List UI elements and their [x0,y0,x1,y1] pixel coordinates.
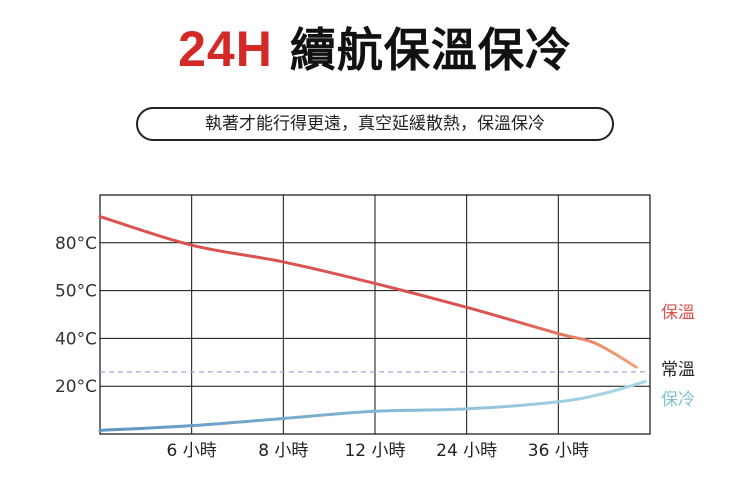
x-tick-label: 12 小時 [344,441,405,461]
series-label: 保溫 [661,303,695,323]
series-label: 保冷 [661,390,695,410]
title-number: 24H [178,21,273,77]
title-text: 續航保溫保冷 [289,23,572,77]
y-tick-label: 40°C [55,329,97,349]
x-tick-label: 6 小時 [167,441,217,461]
x-tick-label: 36 小時 [528,441,589,461]
x-tick-label: 8 小時 [258,441,308,461]
keep-cold-curve [98,379,647,432]
y-tick-label: 20°C [55,377,97,397]
subtitle-pill: 執著才能行得更遠，真空延緩散熱，保溫保冷 [136,107,614,141]
x-axis-ticks: 6 小時 8 小時 12 小時 24 小時 36 小時 [167,441,589,461]
y-axis-ticks: 80°C 50°C 40°C 20°C [55,234,97,397]
series-label: 常溫 [661,360,695,380]
page-title: 24H 續航保溫保冷 [0,14,750,80]
y-tick-label: 50°C [55,282,97,302]
x-tick-label: 24 小時 [436,441,497,461]
chart-grid [99,194,651,435]
keep-warm-curve [98,215,638,369]
chart-series [98,215,650,432]
y-tick-label: 80°C [55,234,97,254]
